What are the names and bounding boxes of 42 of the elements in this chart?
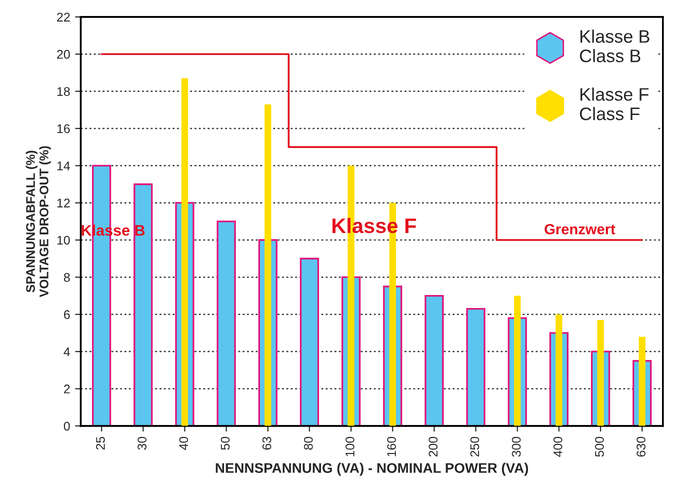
x-tick-label: 400	[553, 436, 562, 457]
x-tick-label: 25	[96, 436, 105, 450]
x-tick-label: 40	[179, 436, 188, 450]
bar	[300, 258, 320, 426]
legend-label: Klasse B Class B	[580, 30, 650, 62]
y-tick-label: 10	[57, 236, 70, 245]
y-tick-label: 6	[64, 310, 70, 320]
bar	[181, 78, 188, 426]
x-tick-label: 160	[387, 436, 396, 456]
y-tick-label: 4	[64, 347, 70, 356]
x-axis-title: NENNSPANNUNG (VA) - NOMINAL POWER (VA)	[216, 462, 528, 476]
bar	[134, 183, 153, 426]
x-tick-label: 500	[595, 436, 604, 457]
legend-label: Klasse F Class F	[580, 88, 649, 120]
x-tick-label: 100	[346, 436, 354, 456]
series-label: Grenzwert	[544, 224, 616, 234]
y-tick-label: 20	[57, 50, 70, 59]
y-tick-label: 2	[64, 384, 70, 394]
x-tick-label: 200	[428, 436, 438, 457]
x-tick-label: 50	[220, 436, 230, 450]
y-tick-label: 8	[64, 273, 70, 282]
bar	[466, 308, 486, 426]
bar	[216, 220, 236, 426]
bar	[638, 336, 646, 426]
y-tick-label: 0	[64, 422, 70, 431]
y-tick-label: 18	[57, 87, 70, 96]
y-axis-title: SPANNUNGABFALL (%) VOLTAGE DROP-OUT (%)	[26, 146, 51, 298]
bar	[264, 104, 272, 426]
x-tick-label: 80	[304, 436, 313, 450]
x-tick-label: 30	[138, 436, 146, 450]
y-tick-label: 16	[57, 124, 70, 134]
x-tick-label: 250	[470, 436, 480, 457]
bar	[556, 314, 562, 426]
bar	[424, 294, 444, 426]
bar	[597, 320, 604, 426]
x-tick-label: 300	[512, 436, 521, 457]
y-tick-label: 22	[57, 12, 70, 22]
y-tick-label: 14	[57, 162, 70, 170]
x-tick-label: 63	[262, 436, 272, 450]
y-tick-label: 12	[57, 198, 70, 208]
x-tick-label: 630	[636, 436, 646, 457]
bar	[514, 296, 521, 426]
